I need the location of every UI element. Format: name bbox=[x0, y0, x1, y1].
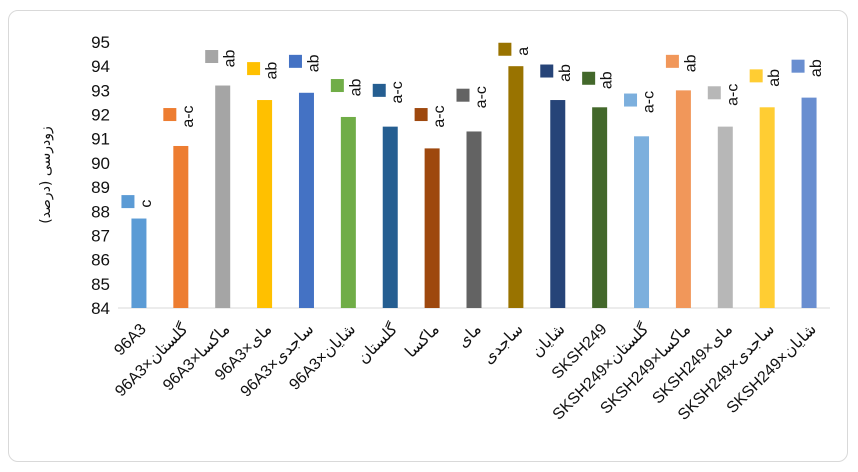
bar bbox=[759, 107, 775, 308]
bar-marker bbox=[288, 54, 302, 68]
significance-label: a-c bbox=[389, 81, 406, 103]
bar bbox=[801, 97, 817, 308]
significance-label: ab bbox=[808, 59, 825, 77]
bar-marker bbox=[456, 88, 470, 102]
x-tick-label: شایان bbox=[529, 321, 569, 361]
y-axis-title: زودرسی (درصد) bbox=[38, 126, 54, 224]
significance-label: a bbox=[515, 47, 532, 56]
bar bbox=[675, 90, 691, 308]
significance-label: ab bbox=[766, 69, 783, 87]
significance-label: a-c bbox=[641, 91, 658, 113]
x-tick-label: گلستان bbox=[353, 319, 401, 367]
significance-label: a-c bbox=[431, 105, 448, 127]
significance-label: ab bbox=[347, 79, 364, 97]
bar bbox=[424, 148, 440, 308]
x-tick-label: 96A3 bbox=[111, 321, 150, 360]
bar bbox=[466, 131, 482, 308]
significance-label: ab bbox=[557, 64, 574, 82]
y-tick-label: 84 bbox=[91, 299, 110, 318]
significance-label: ab bbox=[599, 71, 616, 89]
bar-marker bbox=[540, 64, 554, 78]
bar-marker bbox=[163, 108, 177, 122]
x-tick-label: ماکسا bbox=[402, 321, 442, 361]
bar bbox=[550, 100, 566, 308]
x-tick-label: 96A3×ساجدی bbox=[238, 321, 318, 401]
bar-marker bbox=[791, 59, 805, 73]
significance-label: ab bbox=[264, 62, 281, 80]
bar-marker bbox=[372, 83, 386, 97]
bar bbox=[257, 100, 273, 308]
x-tick-label: 96A3×گلستان bbox=[111, 319, 192, 400]
x-tick-label: ساجدی bbox=[480, 321, 527, 368]
bar-marker bbox=[247, 62, 261, 76]
bar bbox=[131, 218, 147, 308]
bar-marker bbox=[330, 79, 344, 93]
bar-marker bbox=[707, 86, 721, 100]
bar-marker bbox=[205, 50, 219, 64]
y-tick-label: 89 bbox=[91, 178, 110, 197]
bar bbox=[508, 66, 524, 308]
y-tick-label: 91 bbox=[91, 130, 110, 149]
bar bbox=[173, 145, 189, 308]
significance-label: c bbox=[138, 200, 155, 208]
bar-marker bbox=[582, 71, 596, 85]
y-tick-label: 87 bbox=[91, 226, 110, 245]
bar-marker bbox=[121, 195, 135, 209]
y-tick-label: 94 bbox=[91, 57, 110, 76]
y-tick-label: 95 bbox=[91, 33, 110, 52]
significance-label: a-c bbox=[473, 86, 490, 108]
bar bbox=[634, 136, 650, 308]
bar bbox=[382, 126, 398, 309]
bar bbox=[717, 126, 733, 309]
y-tick-label: 88 bbox=[91, 202, 110, 221]
bar bbox=[215, 85, 231, 308]
bar-marker bbox=[749, 69, 763, 83]
y-tick-label: 93 bbox=[91, 81, 110, 100]
significance-label: a-c bbox=[180, 105, 197, 127]
bar bbox=[298, 92, 314, 308]
bar-marker bbox=[414, 108, 428, 122]
y-tick-label: 85 bbox=[91, 275, 110, 294]
significance-label: a-c bbox=[724, 84, 741, 106]
bar-marker bbox=[665, 54, 679, 68]
x-tick-label: مای bbox=[454, 321, 484, 351]
significance-label: ab bbox=[305, 54, 322, 72]
bar-marker bbox=[498, 42, 512, 56]
significance-label: ab bbox=[682, 54, 699, 72]
bar bbox=[340, 116, 356, 308]
significance-label: ab bbox=[222, 50, 239, 68]
y-tick-label: 86 bbox=[91, 251, 110, 270]
bar-marker bbox=[624, 93, 638, 107]
y-tick-label: 92 bbox=[91, 106, 110, 125]
bar bbox=[592, 107, 608, 308]
y-tick-label: 90 bbox=[91, 154, 110, 173]
